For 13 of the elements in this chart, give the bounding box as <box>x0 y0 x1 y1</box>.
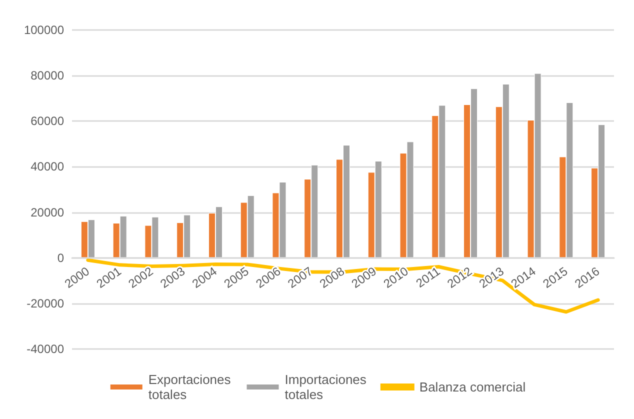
y-tick-label: 40000 <box>30 160 64 174</box>
legend-label: Balanza comercial <box>419 380 526 394</box>
y-tick-label: -40000 <box>26 342 64 356</box>
y-tick-label: 100000 <box>24 23 64 37</box>
legend-label: Importaciones totales <box>284 372 367 402</box>
legend-label: Exportaciones totales <box>148 372 232 402</box>
x-tick-label: 2011 <box>413 264 443 290</box>
y-tick-label: 0 <box>57 250 64 265</box>
y-tick-label: 60000 <box>30 114 64 128</box>
y-tick-label: 20000 <box>30 205 64 220</box>
y-tick-label: -20000 <box>26 296 64 310</box>
y-tick-label: 80000 <box>30 68 64 83</box>
x-tick-label: 2001 <box>94 264 124 291</box>
